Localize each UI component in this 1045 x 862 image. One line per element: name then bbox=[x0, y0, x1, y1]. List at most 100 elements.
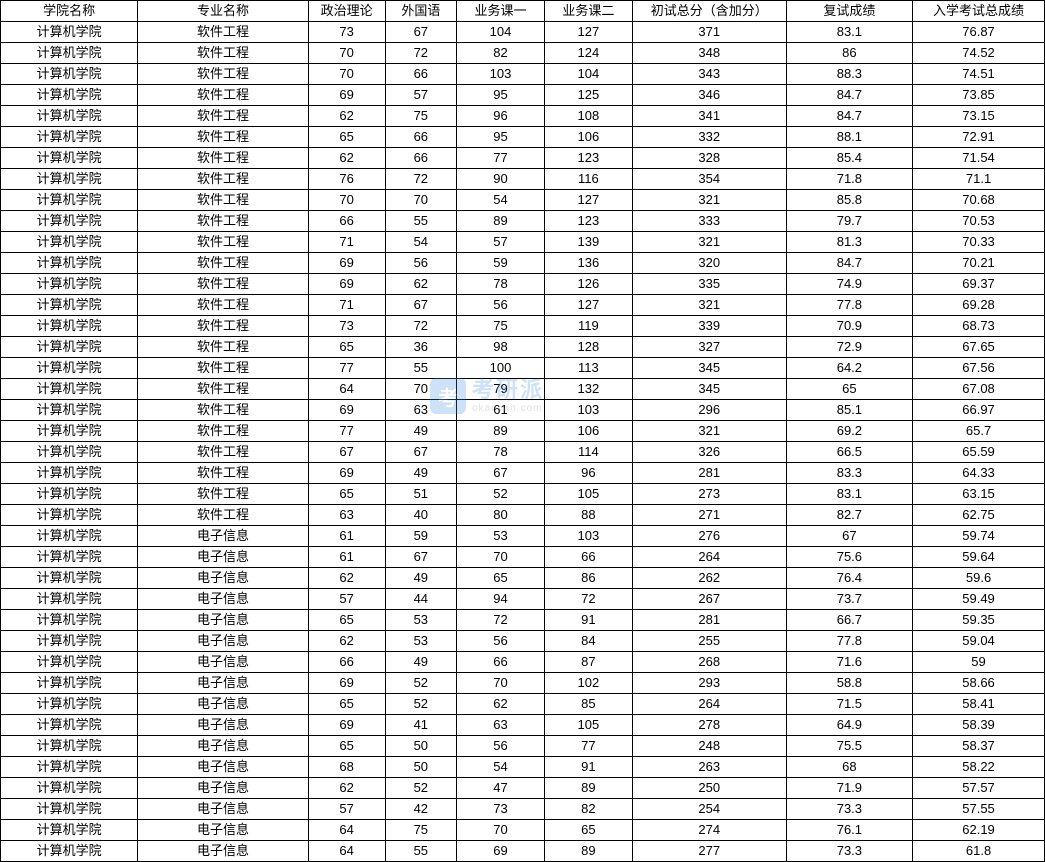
table-row: 计算机学院电子信息69416310527864.958.39 bbox=[1, 715, 1045, 736]
table-cell: 电子信息 bbox=[138, 820, 308, 841]
table-cell: 58.66 bbox=[913, 673, 1045, 694]
table-cell: 57 bbox=[457, 232, 545, 253]
table-cell: 53 bbox=[385, 610, 456, 631]
table-cell: 54 bbox=[385, 232, 456, 253]
table-row: 计算机学院电子信息6253568425577.859.04 bbox=[1, 631, 1045, 652]
table-cell: 65 bbox=[457, 568, 545, 589]
table-cell: 软件工程 bbox=[138, 232, 308, 253]
table-cell: 49 bbox=[385, 463, 456, 484]
table-cell: 62 bbox=[308, 148, 385, 169]
table-cell: 84.7 bbox=[786, 106, 912, 127]
table-cell: 51 bbox=[385, 484, 456, 505]
table-cell: 70 bbox=[385, 190, 456, 211]
table-cell: 计算机学院 bbox=[1, 799, 138, 820]
table-cell: 85.1 bbox=[786, 400, 912, 421]
table-cell: 73.85 bbox=[913, 85, 1045, 106]
table-cell: 71.54 bbox=[913, 148, 1045, 169]
table-cell: 64 bbox=[308, 820, 385, 841]
table-cell: 127 bbox=[544, 295, 632, 316]
table-cell: 58.39 bbox=[913, 715, 1045, 736]
table-cell: 88.3 bbox=[786, 64, 912, 85]
table-cell: 71.5 bbox=[786, 694, 912, 715]
table-row: 计算机学院电子信息6475706527476.162.19 bbox=[1, 820, 1045, 841]
table-cell: 90 bbox=[457, 169, 545, 190]
table-cell: 103 bbox=[544, 400, 632, 421]
table-cell: 76 bbox=[308, 169, 385, 190]
table-cell: 54 bbox=[457, 190, 545, 211]
table-cell: 计算机学院 bbox=[1, 715, 138, 736]
table-cell: 268 bbox=[632, 652, 786, 673]
table-cell: 57 bbox=[308, 799, 385, 820]
table-cell: 100 bbox=[457, 358, 545, 379]
table-cell: 65 bbox=[308, 736, 385, 757]
table-cell: 72 bbox=[385, 316, 456, 337]
table-cell: 70 bbox=[457, 673, 545, 694]
table-cell: 59 bbox=[385, 526, 456, 547]
table-cell: 软件工程 bbox=[138, 379, 308, 400]
table-cell: 软件工程 bbox=[138, 337, 308, 358]
table-header-row: 学院名称专业名称政治理论外国语业务课一业务课二初试总分（含加分）复试成绩入学考试… bbox=[1, 1, 1045, 22]
table-cell: 计算机学院 bbox=[1, 64, 138, 85]
table-cell: 计算机学院 bbox=[1, 421, 138, 442]
table-row: 计算机学院软件工程62667712332885.471.54 bbox=[1, 148, 1045, 169]
table-cell: 电子信息 bbox=[138, 799, 308, 820]
table-cell: 65.59 bbox=[913, 442, 1045, 463]
table-cell: 96 bbox=[544, 463, 632, 484]
table-cell: 计算机学院 bbox=[1, 778, 138, 799]
table-cell: 计算机学院 bbox=[1, 232, 138, 253]
table-cell: 69.28 bbox=[913, 295, 1045, 316]
table-cell: 软件工程 bbox=[138, 148, 308, 169]
table-cell: 59.74 bbox=[913, 526, 1045, 547]
table-cell: 346 bbox=[632, 85, 786, 106]
table-cell: 电子信息 bbox=[138, 568, 308, 589]
table-cell: 66 bbox=[544, 547, 632, 568]
table-row: 计算机学院电子信息6550567724875.558.37 bbox=[1, 736, 1045, 757]
table-row: 计算机学院电子信息6649668726871.659 bbox=[1, 652, 1045, 673]
table-cell: 77.8 bbox=[786, 631, 912, 652]
table-cell: 软件工程 bbox=[138, 484, 308, 505]
table-cell: 软件工程 bbox=[138, 211, 308, 232]
table-cell: 65 bbox=[308, 484, 385, 505]
column-header: 外国语 bbox=[385, 1, 456, 22]
table-cell: 83.3 bbox=[786, 463, 912, 484]
table-cell: 84.7 bbox=[786, 253, 912, 274]
table-cell: 82.7 bbox=[786, 505, 912, 526]
table-row: 计算机学院电子信息6553729128166.759.35 bbox=[1, 610, 1045, 631]
table-cell: 计算机学院 bbox=[1, 547, 138, 568]
table-cell: 126 bbox=[544, 274, 632, 295]
table-cell: 276 bbox=[632, 526, 786, 547]
table-cell: 105 bbox=[544, 484, 632, 505]
table-cell: 73.3 bbox=[786, 799, 912, 820]
table-cell: 计算机学院 bbox=[1, 190, 138, 211]
table-cell: 计算机学院 bbox=[1, 295, 138, 316]
table-row: 计算机学院软件工程76729011635471.871.1 bbox=[1, 169, 1045, 190]
table-cell: 计算机学院 bbox=[1, 358, 138, 379]
table-cell: 74.9 bbox=[786, 274, 912, 295]
table-cell: 70 bbox=[457, 820, 545, 841]
table-cell: 电子信息 bbox=[138, 778, 308, 799]
table-cell: 计算机学院 bbox=[1, 610, 138, 631]
table-cell: 计算机学院 bbox=[1, 106, 138, 127]
table-cell: 电子信息 bbox=[138, 736, 308, 757]
table-cell: 67 bbox=[457, 463, 545, 484]
table-cell: 66.97 bbox=[913, 400, 1045, 421]
table-cell: 103 bbox=[457, 64, 545, 85]
table-cell: 52 bbox=[457, 484, 545, 505]
table-cell: 软件工程 bbox=[138, 43, 308, 64]
table-row: 计算机学院软件工程77498910632169.265.7 bbox=[1, 421, 1045, 442]
table-cell: 274 bbox=[632, 820, 786, 841]
table-cell: 348 bbox=[632, 43, 786, 64]
table-cell: 电子信息 bbox=[138, 631, 308, 652]
table-cell: 67 bbox=[385, 442, 456, 463]
table-cell: 电子信息 bbox=[138, 526, 308, 547]
table-cell: 328 bbox=[632, 148, 786, 169]
table-cell: 69 bbox=[308, 85, 385, 106]
table-row: 计算机学院软件工程69627812633574.969.37 bbox=[1, 274, 1045, 295]
table-cell: 78 bbox=[457, 442, 545, 463]
table-cell: 76.1 bbox=[786, 820, 912, 841]
table-cell: 71.8 bbox=[786, 169, 912, 190]
table-cell: 67.08 bbox=[913, 379, 1045, 400]
table-cell: 321 bbox=[632, 232, 786, 253]
table-row: 计算机学院软件工程706610310434388.374.51 bbox=[1, 64, 1045, 85]
table-cell: 71 bbox=[308, 232, 385, 253]
